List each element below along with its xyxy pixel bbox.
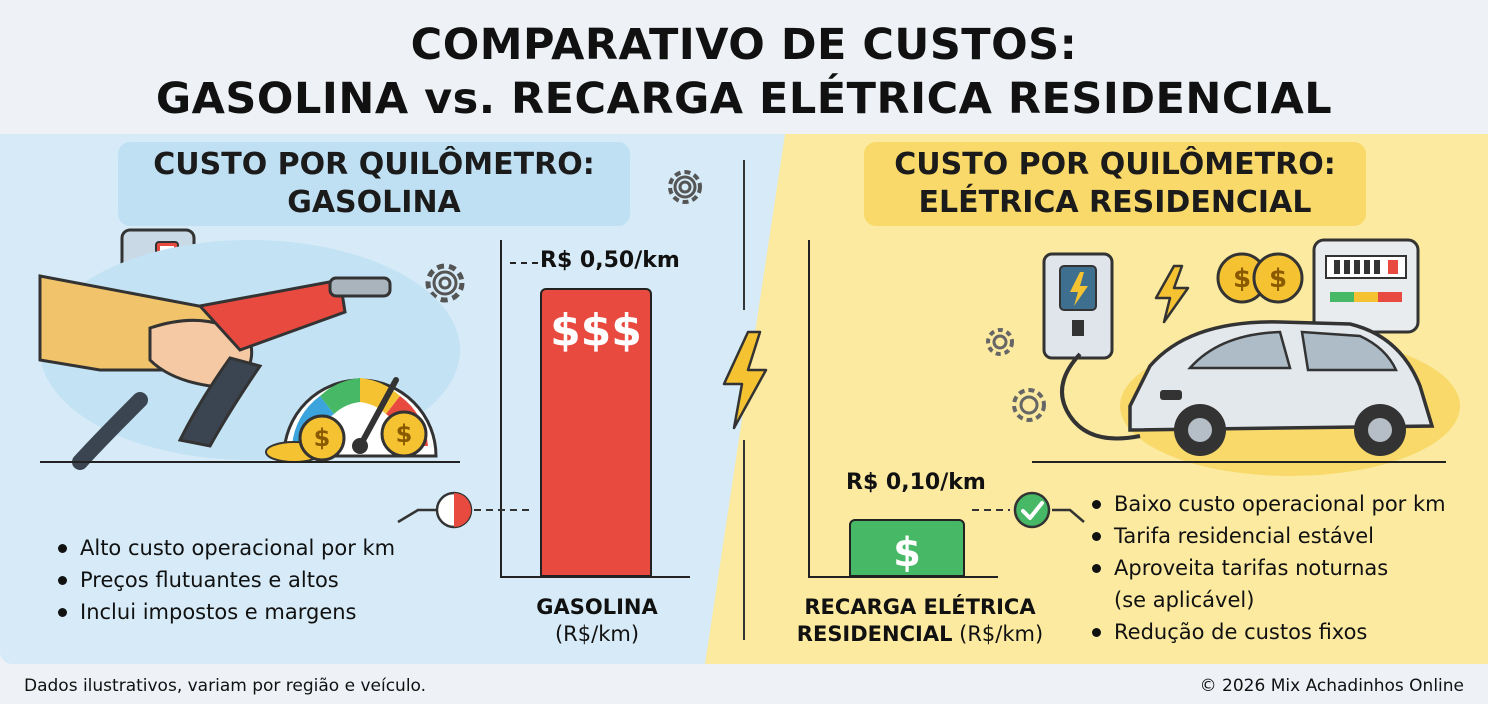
- list-item: Inclui impostos e margens: [56, 596, 395, 628]
- electric-category-line-1: RECARGA ELÉTRICA: [804, 595, 1036, 619]
- gear-icon: [1012, 388, 1046, 422]
- svg-text:$: $: [1233, 264, 1251, 294]
- gasoline-value-leader: [510, 262, 538, 264]
- list-item: Alto custo operacional por km: [56, 532, 395, 564]
- electric-bar-symbol: $: [893, 530, 921, 576]
- gasoline-category-line-1: GASOLINA: [536, 595, 658, 619]
- gasoline-category-line-2: (R$/km): [554, 622, 640, 646]
- gasoline-x-axis: [500, 576, 690, 578]
- electric-heading-line-2: ELÉTRICA RESIDENCIAL: [918, 185, 1312, 220]
- list-item-continuation: (se aplicável): [1114, 588, 1255, 612]
- footer-copyright: © 2026 Mix Achadinhos Online: [1199, 676, 1464, 696]
- page-title: COMPARATIVO DE CUSTOS: GASOLINA vs. RECA…: [0, 18, 1488, 126]
- list-item: Baixo custo operacional por km: [1090, 488, 1446, 520]
- list-item: Preços flutuantes e altos: [56, 564, 395, 596]
- list-item: Tarifa residencial estável: [1090, 520, 1446, 552]
- gasoline-bar-symbol: $$$: [550, 305, 642, 356]
- electric-car-icon: [1060, 320, 1460, 476]
- list-item: Redução de custos fixos: [1090, 616, 1446, 648]
- center-divider-top: [743, 160, 745, 310]
- electric-category-line-2-rest: (R$/km): [952, 622, 1044, 646]
- lightning-icon: [1154, 264, 1190, 324]
- gasoline-category-label: GASOLINA (R$/km): [500, 594, 694, 648]
- electric-scene-ground: [1032, 461, 1446, 463]
- gasoline-heading: CUSTO POR QUILÔMETRO: GASOLINA: [118, 142, 630, 226]
- gasoline-scene-ground: [40, 461, 460, 463]
- gasoline-heading-line-2: GASOLINA: [287, 185, 461, 220]
- electric-heading: CUSTO POR QUILÔMETRO: ELÉTRICA RESIDENCI…: [864, 142, 1366, 226]
- electric-category-label: RECARGA ELÉTRICA RESIDENCIAL (R$/km): [770, 594, 1070, 648]
- center-divider-bottom: [743, 440, 745, 640]
- energy-meter-icon: [1312, 238, 1420, 334]
- gasoline-bar: $$$: [540, 288, 652, 577]
- gasoline-value-label: R$ 0,50/km: [540, 248, 680, 273]
- ev-charger-icon: [1042, 252, 1114, 360]
- coin-icon: $ $: [265, 410, 428, 463]
- gasoline-heading-line-1: CUSTO POR QUILÔMETRO:: [153, 147, 595, 182]
- list-item: Aproveita tarifas noturnas: [1090, 552, 1446, 584]
- title-line-1: COMPARATIVO DE CUSTOS:: [410, 20, 1078, 70]
- gasoline-indicator-icon: [397, 491, 530, 529]
- electric-category-line-2-bold: RESIDENCIAL: [796, 622, 953, 646]
- gear-icon: [668, 170, 702, 204]
- electric-value-label: R$ 0,10/km: [846, 470, 986, 495]
- svg-text:$: $: [396, 420, 413, 448]
- svg-text:$: $: [1269, 264, 1287, 294]
- electric-y-axis: [808, 240, 810, 578]
- electric-bullets: Baixo custo operacional por km Tarifa re…: [1090, 488, 1446, 648]
- gear-icon: [986, 328, 1014, 356]
- checkmark-icon: [972, 491, 1085, 529]
- electric-heading-line-1: CUSTO POR QUILÔMETRO:: [894, 147, 1336, 182]
- footer-disclaimer: Dados ilustrativos, variam por região e …: [24, 676, 427, 696]
- gear-icon: [425, 263, 465, 303]
- lightning-icon: [722, 330, 768, 430]
- electric-x-axis: [808, 576, 998, 578]
- title-line-2: GASOLINA vs. RECARGA ELÉTRICA RESIDENCIA…: [155, 74, 1333, 124]
- gasoline-bullets: Alto custo operacional por km Preços flu…: [56, 532, 395, 628]
- gasoline-y-axis: [500, 240, 502, 578]
- svg-text:$: $: [314, 424, 331, 452]
- electric-bar: $: [849, 519, 965, 577]
- coin-icon: $ $: [1216, 252, 1304, 304]
